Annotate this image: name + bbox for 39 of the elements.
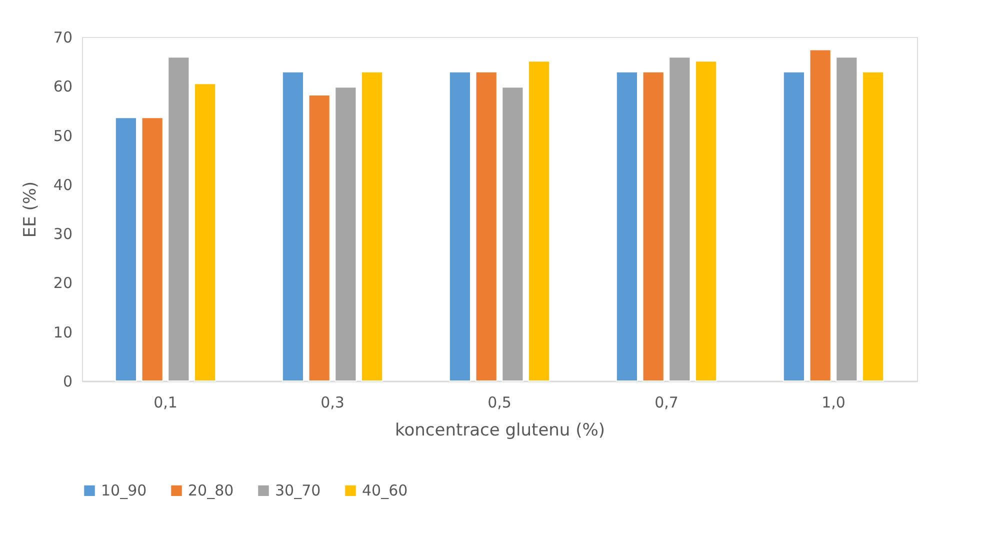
x-tick-label: 0,1 [154, 394, 178, 412]
legend-label: 40_60 [362, 482, 408, 500]
bar [308, 94, 330, 382]
y-tick-label: 30 [53, 225, 72, 244]
legend-label: 20_80 [188, 482, 234, 500]
bar [502, 86, 524, 382]
bar [862, 71, 884, 382]
bar [282, 71, 304, 382]
x-axis-title: koncentrace glutenu (%) [394, 420, 606, 440]
x-tick-label: 0,5 [488, 394, 512, 412]
bar [668, 56, 691, 382]
y-tick-label: 40 [53, 176, 72, 194]
bar [141, 117, 164, 382]
legend-label: 10_90 [101, 482, 147, 500]
bar [642, 71, 664, 382]
bar [528, 60, 550, 382]
y-tick-label: 50 [53, 126, 72, 145]
x-tick-label: 0,7 [654, 394, 678, 412]
y-tick-label: 20 [53, 274, 72, 292]
x-tick-label: 1,0 [822, 394, 846, 412]
bar [194, 83, 216, 382]
legend-label: 30_70 [275, 482, 321, 500]
bar [475, 71, 498, 382]
bar [809, 49, 832, 382]
bar [334, 86, 357, 382]
x-tick-label: 0,3 [320, 394, 344, 412]
bar [168, 56, 190, 382]
bar [836, 56, 858, 382]
bar [448, 71, 471, 382]
y-tick-label: 60 [53, 78, 72, 96]
bar [616, 71, 638, 382]
bar [782, 71, 805, 382]
bar [114, 117, 137, 382]
y-tick-label: 70 [53, 28, 72, 46]
bar [361, 71, 384, 382]
y-axis-title: EE (%) [20, 181, 40, 238]
y-tick-label: 0 [62, 372, 72, 390]
y-tick-label: 10 [53, 323, 72, 342]
bar [695, 60, 718, 382]
